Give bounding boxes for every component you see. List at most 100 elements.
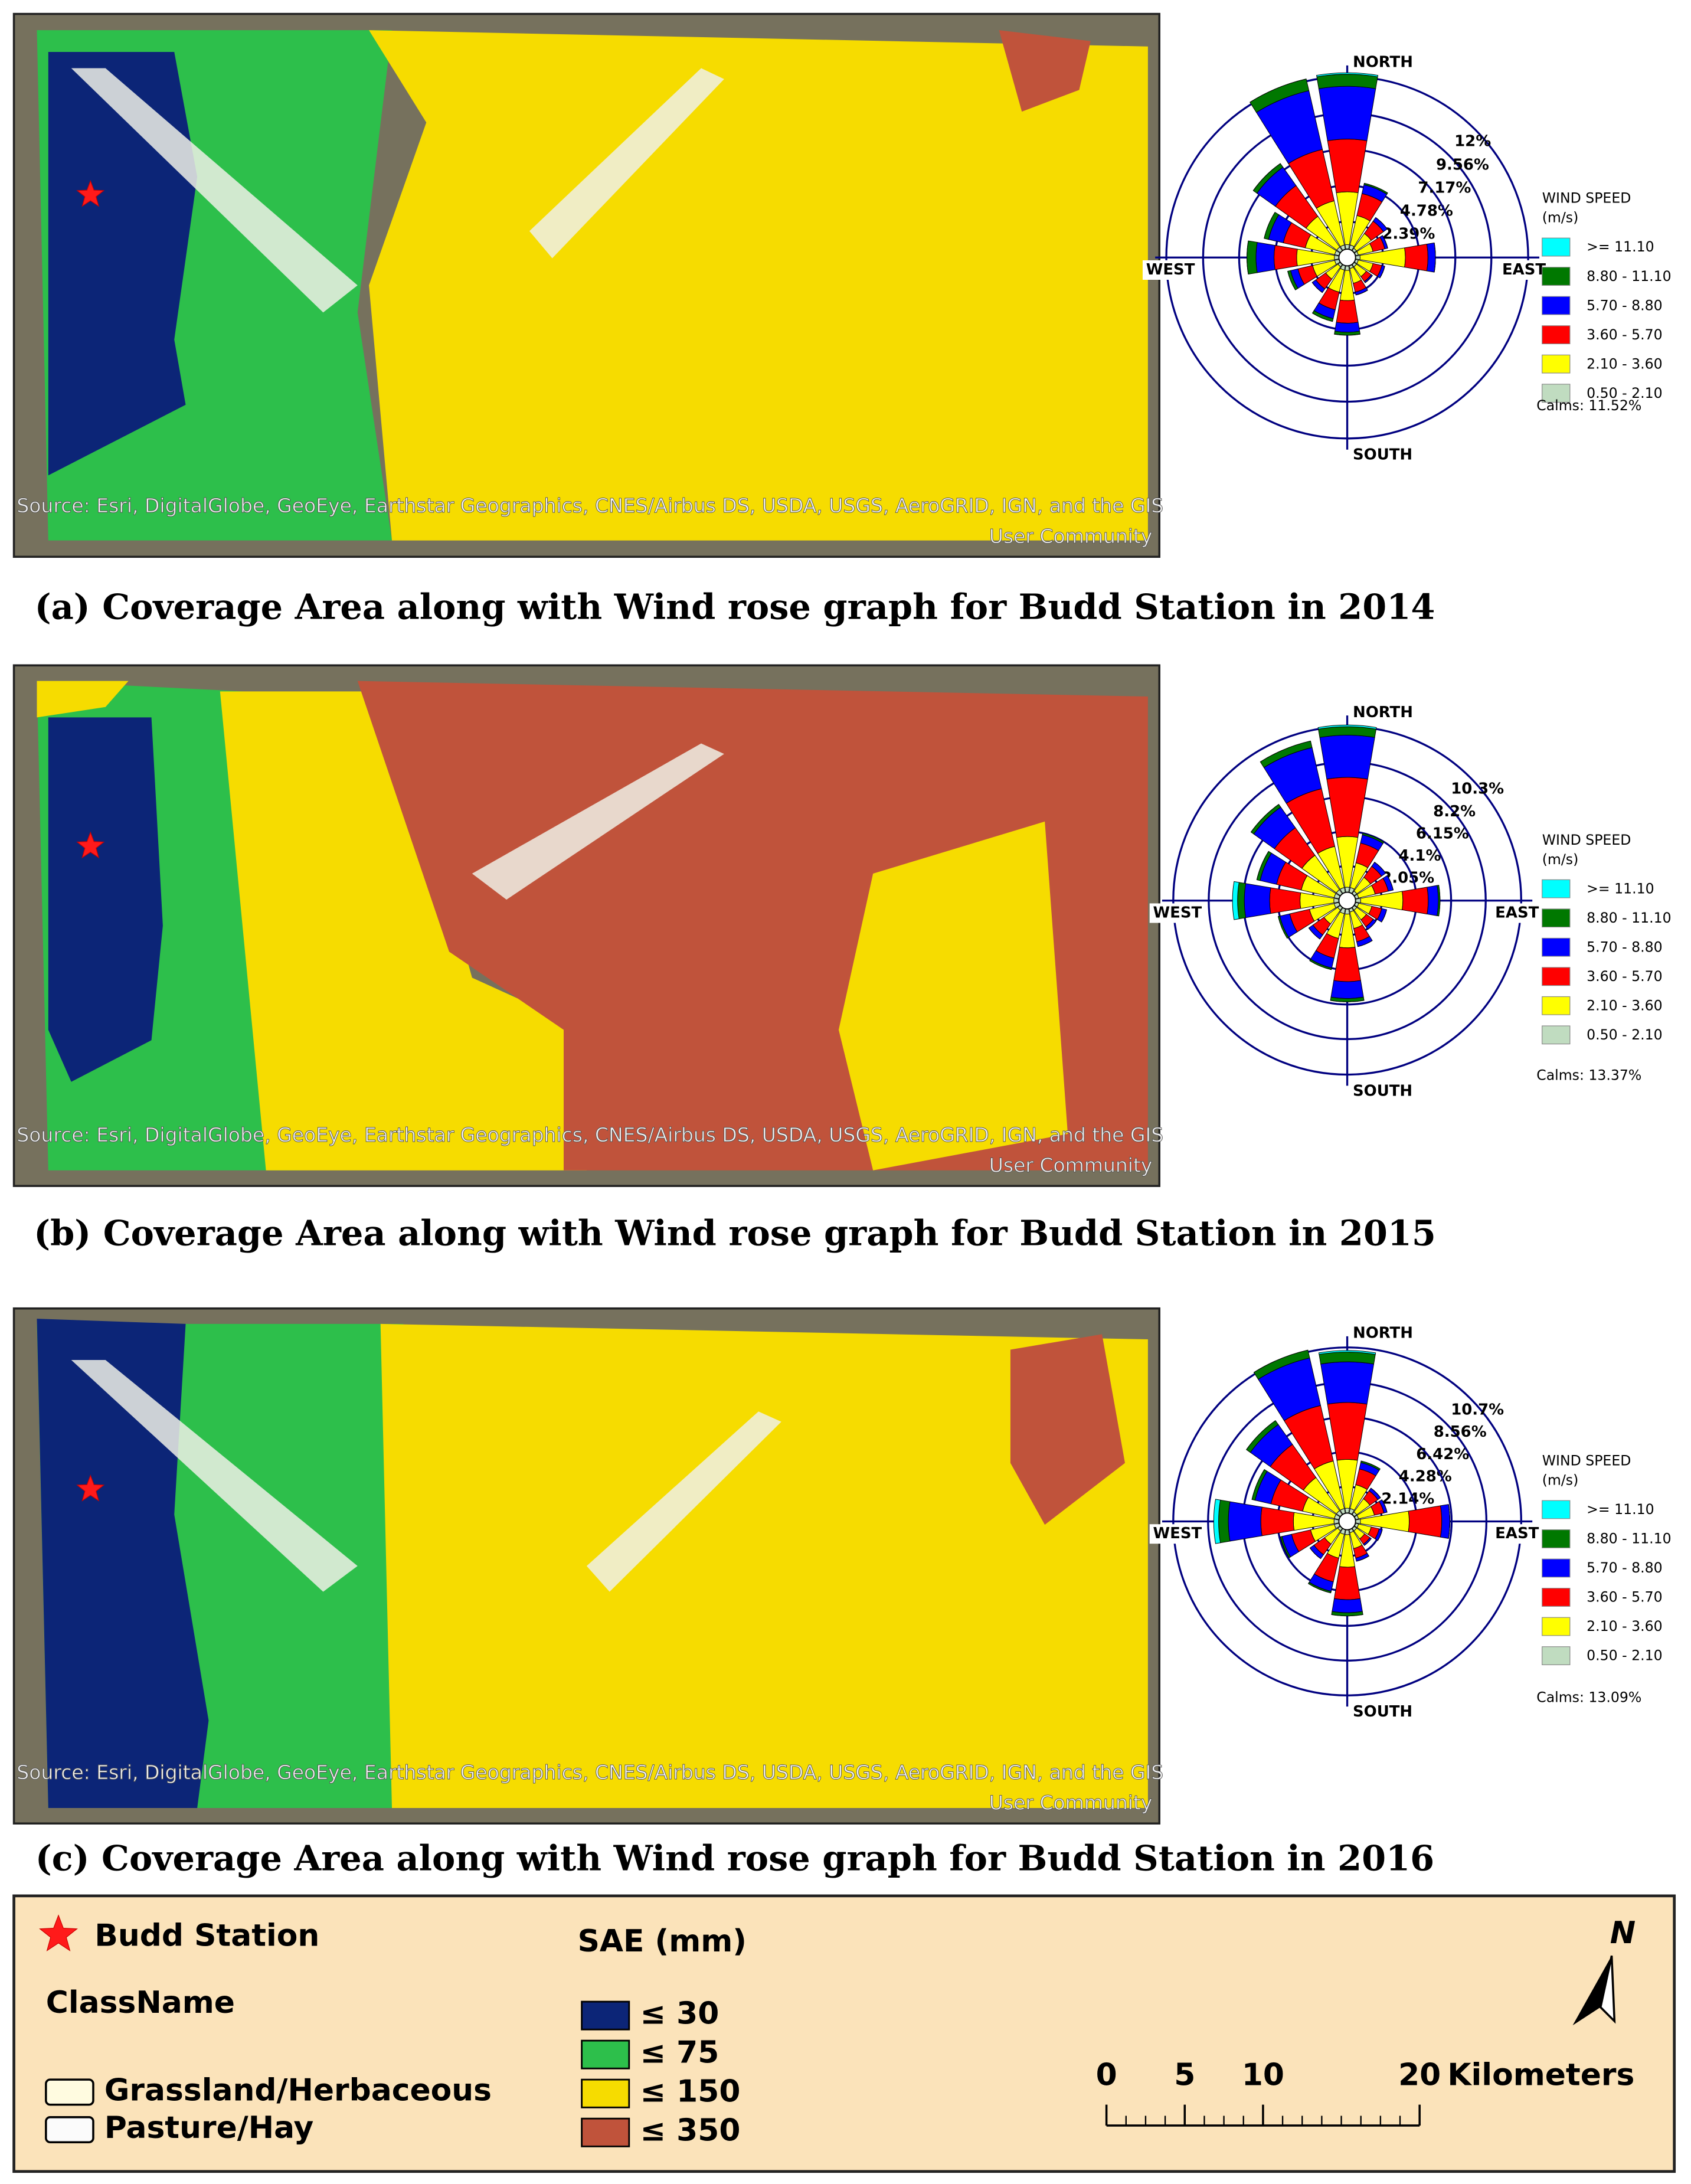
petal-segment xyxy=(1260,1506,1295,1536)
wind-legend-label: 3.60 - 5.70 xyxy=(1587,968,1662,985)
wind-legend-swatch xyxy=(1542,237,1571,257)
petal-segment xyxy=(1334,255,1340,260)
petal-segment xyxy=(1330,980,1364,999)
wind-legend-label: 2.10 - 3.60 xyxy=(1587,355,1662,372)
ring-label: 8.2% xyxy=(1433,803,1476,820)
petal-segment xyxy=(1364,1538,1372,1546)
direction-label-bg xyxy=(1351,1702,1407,1722)
direction-label-bg xyxy=(1351,702,1407,722)
map-source: User Community xyxy=(989,525,1153,548)
station-star xyxy=(39,1914,78,1951)
wind-legend-label: 2.10 - 3.60 xyxy=(1587,997,1662,1013)
petal-segment xyxy=(1365,275,1373,283)
petal-segment xyxy=(1333,1519,1340,1524)
wind-rose: 2.14% 4.28% 6.42% 8.56% 10.7% NORTH EAST SOUTH W… xyxy=(1149,1323,1672,1722)
scale-label: 5 xyxy=(1174,2057,1195,2093)
petal-segment xyxy=(1260,740,1311,763)
petal-segment xyxy=(1308,1583,1331,1594)
petal-segment xyxy=(1362,833,1385,842)
sae-zone xyxy=(48,717,163,1082)
wind-legend-label: 8.80 - 11.10 xyxy=(1587,1531,1671,1547)
wind-legend-label: 8.80 - 11.10 xyxy=(1587,268,1671,285)
sae-zone xyxy=(48,51,198,476)
map-source: Source: Esri, DigitalGlobe, GeoEye, Eart… xyxy=(17,1761,1163,1784)
petal-segment xyxy=(1345,1508,1350,1514)
petal-segment xyxy=(1326,777,1368,838)
pasture-area xyxy=(472,743,724,900)
sae-swatch xyxy=(581,2039,630,2069)
petal-segment xyxy=(1336,299,1359,323)
petal-segment xyxy=(1331,1614,1363,1617)
petal-segment xyxy=(1404,244,1428,272)
ring-label: 4.1% xyxy=(1399,847,1441,865)
north-label: N xyxy=(1610,1915,1636,1951)
sae-title: SAE (mm) xyxy=(578,1924,747,1959)
wind-legend-label: 2.10 - 3.60 xyxy=(1587,1618,1662,1634)
sae-swatch xyxy=(581,2000,630,2031)
petal-segment xyxy=(1213,1499,1221,1544)
petal-segment xyxy=(1316,72,1379,77)
direction-label: WEST xyxy=(1153,904,1202,921)
station-star xyxy=(76,1474,105,1502)
direction-label: WEST xyxy=(1153,1525,1202,1542)
petal-segment xyxy=(1316,74,1378,89)
wind-rose: 2.39%4.78%7.17%9.56%12%NORTHEASTSOUTHWES… xyxy=(1142,53,1672,465)
ring-label: 10.7% xyxy=(1451,1401,1504,1418)
petal-segment xyxy=(1434,243,1436,273)
petal-segment xyxy=(1269,887,1301,914)
petal-segment xyxy=(1278,916,1288,939)
sae-label: ≤ 350 xyxy=(640,2113,741,2149)
wind-legend-label: 5.70 - 8.80 xyxy=(1587,1559,1662,1576)
petal-segment xyxy=(1333,1566,1361,1600)
petal-segment xyxy=(1402,887,1429,915)
direction-label-bg xyxy=(1351,53,1407,73)
petal-segment xyxy=(1345,908,1350,914)
wind-legend-swatch xyxy=(1542,908,1571,928)
wind-legend-label: >= 11.10 xyxy=(1587,238,1654,255)
petal-segment xyxy=(1355,1519,1361,1524)
pasture-area xyxy=(529,68,724,259)
wind-legend-swatch xyxy=(1542,296,1571,315)
wind-legend-unit: (m/s) xyxy=(1542,851,1579,868)
ring-label: 4.28% xyxy=(1399,1468,1452,1486)
petal-segment xyxy=(1317,724,1377,730)
petal-segment xyxy=(1309,960,1332,970)
petal-segment xyxy=(1333,947,1361,982)
sae-zone xyxy=(999,30,1091,112)
direction-label-bg xyxy=(1489,1524,1545,1544)
wind-legend-title: WIND SPEED xyxy=(1542,832,1631,848)
petal-segment xyxy=(1250,79,1307,103)
petal-segment xyxy=(1381,909,1387,923)
petal-segment xyxy=(1319,735,1375,780)
petal-segment xyxy=(1232,881,1239,920)
ring-label: 9.56% xyxy=(1436,156,1489,174)
wind-legend-swatch xyxy=(1542,267,1571,286)
direction-label-bg xyxy=(1489,903,1545,923)
petal-segment xyxy=(1358,940,1373,947)
ring-label: 2.14% xyxy=(1381,1490,1434,1508)
petal-segment xyxy=(1274,245,1298,270)
wind-legend-swatch xyxy=(1542,1558,1571,1578)
wind-legend-swatch xyxy=(1542,1500,1571,1519)
petal-segment xyxy=(1218,1499,1231,1544)
wind-legend-swatch xyxy=(1542,937,1571,957)
sae-zone xyxy=(37,681,129,718)
petal-segment xyxy=(1244,883,1271,918)
direction-label: EAST xyxy=(1495,1525,1539,1542)
wind-legend-label: 0.50 - 2.10 xyxy=(1587,1026,1662,1043)
caption: (b) Coverage Area along with Wind rose g… xyxy=(34,1213,1436,1254)
wind-legend-swatch xyxy=(1542,996,1571,1015)
wind-legend-title: WIND SPEED xyxy=(1542,1453,1631,1469)
wind-legend-label: >= 11.10 xyxy=(1587,880,1654,897)
petal-segment xyxy=(1255,242,1275,273)
petal-segment xyxy=(1426,242,1436,273)
sae-zone xyxy=(838,821,1068,1171)
calms-label: Calms: 11.52% xyxy=(1536,397,1641,414)
map-source: User Community xyxy=(989,1154,1153,1177)
petal-segment xyxy=(1448,1504,1450,1539)
pasture-area xyxy=(71,1359,358,1592)
petal-segment xyxy=(1320,1361,1375,1405)
ring-label: 2.39% xyxy=(1382,225,1435,243)
direction-label: NORTH xyxy=(1353,1325,1413,1342)
